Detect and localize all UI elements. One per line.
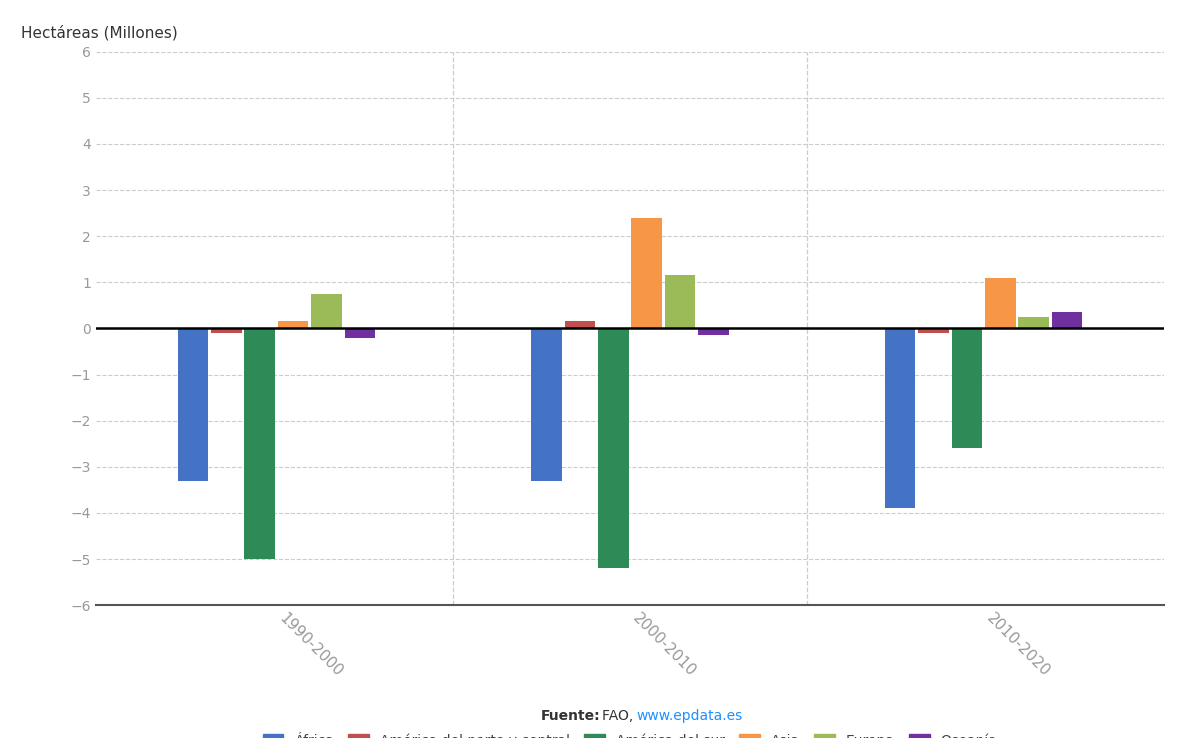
Bar [631,218,662,328]
Bar [344,328,376,338]
Bar [985,277,1015,328]
Bar [884,328,916,508]
Bar [598,328,629,568]
Text: FAO,: FAO, [602,708,638,723]
Bar [245,328,275,559]
Bar [311,294,342,328]
Bar [532,328,562,480]
Bar [1019,317,1049,328]
Bar [918,328,949,333]
Bar [1051,312,1082,328]
Bar [698,328,728,335]
Text: Fuente:: Fuente: [540,708,600,723]
Legend: África, América del norte y central, América del sur, Asia, Europa, Oceanía: África, América del norte y central, Amé… [257,728,1003,738]
Text: Hectáreas (Millones): Hectáreas (Millones) [22,25,178,41]
Bar [952,328,983,448]
Bar [178,328,209,480]
Bar [211,328,241,333]
Bar [564,322,595,328]
Text: www.epdata.es: www.epdata.es [636,708,743,723]
Bar [665,275,696,328]
Bar [277,322,308,328]
